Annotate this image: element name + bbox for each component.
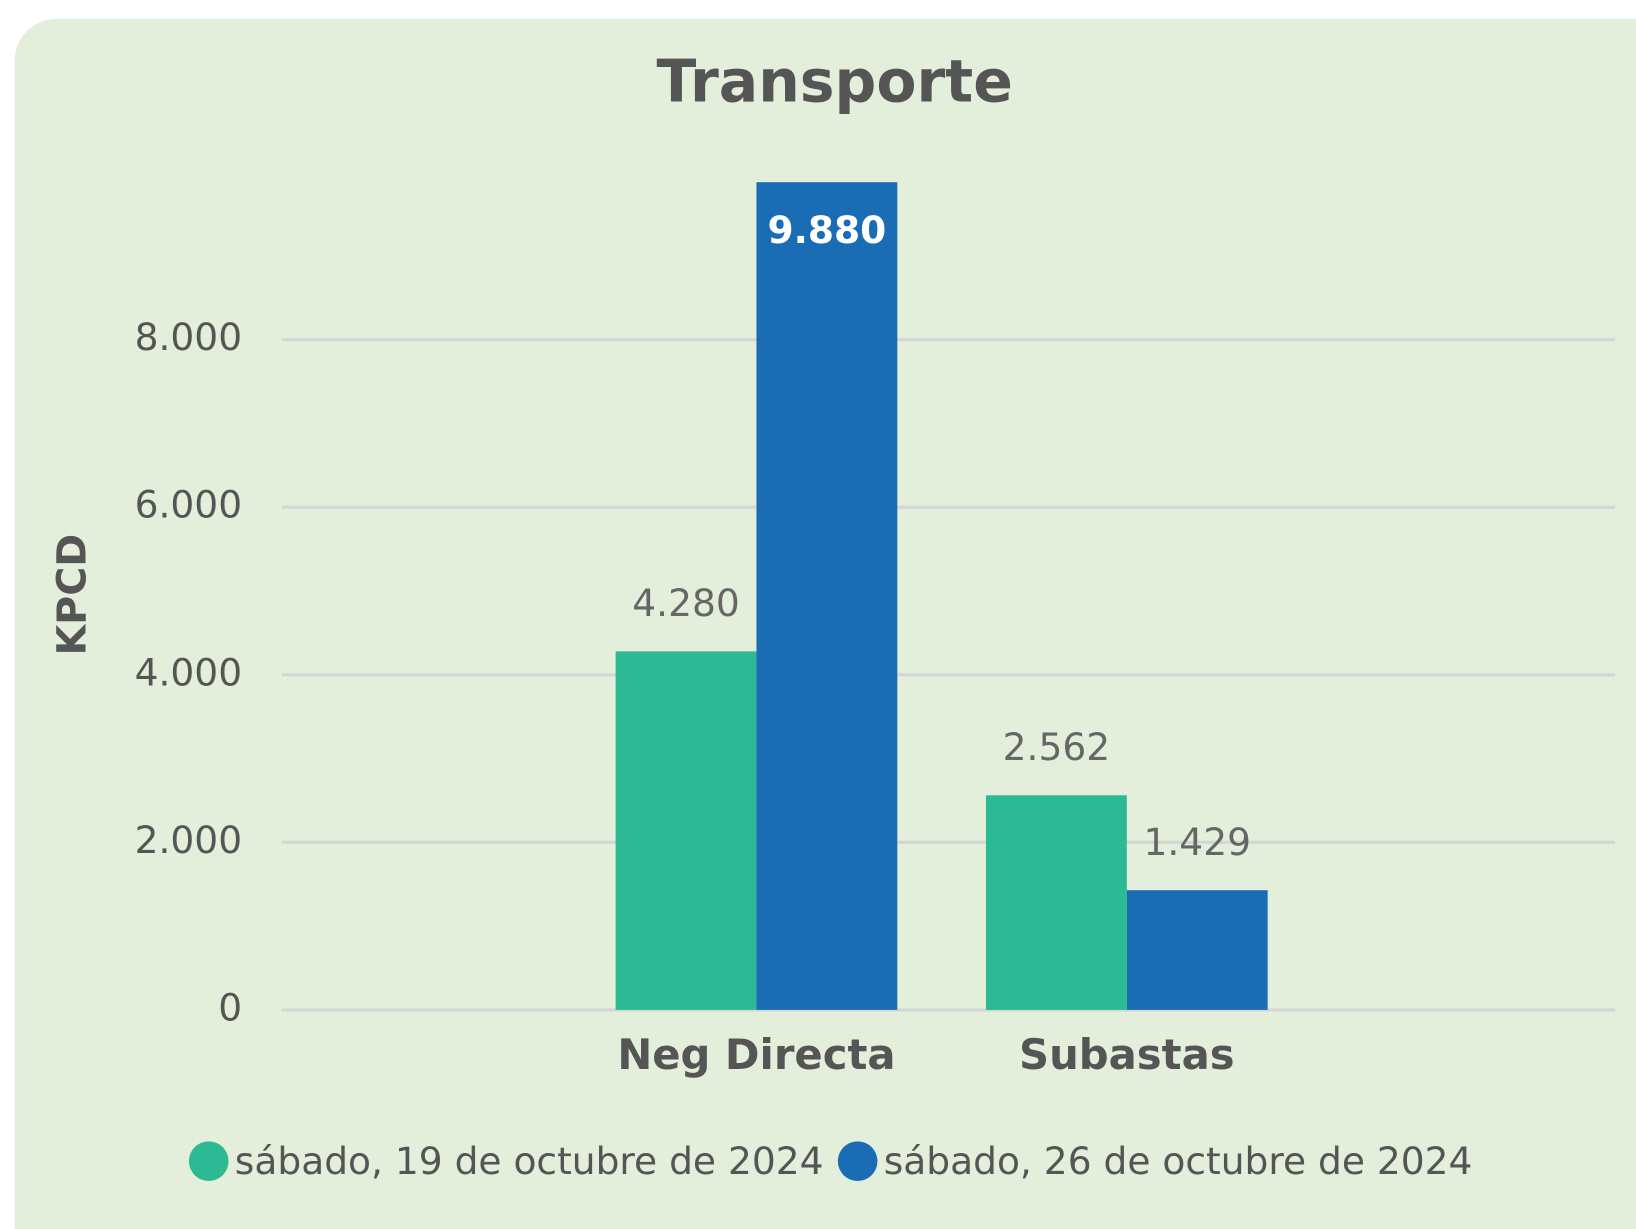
y-tick-label: 2.000 bbox=[135, 818, 242, 862]
data-label: 9.880 bbox=[767, 208, 886, 252]
y-tick-label: 6.000 bbox=[135, 483, 242, 527]
legend-marker bbox=[188, 1141, 229, 1182]
data-label: 2.562 bbox=[1003, 725, 1110, 769]
data-label: 4.280 bbox=[632, 581, 740, 625]
y-tick-label: 4.000 bbox=[135, 650, 242, 694]
x-tick-label: Subastas bbox=[1019, 1030, 1235, 1079]
legend-marker bbox=[837, 1141, 878, 1182]
legend-label: sábado, 26 de octubre de 2024 bbox=[884, 1139, 1473, 1183]
data-label: 1.429 bbox=[1143, 820, 1251, 864]
bar bbox=[1126, 890, 1268, 1010]
legend-label: sábado, 19 de octubre de 2024 bbox=[235, 1139, 824, 1183]
chart-title: Transporte bbox=[657, 48, 1013, 116]
bar bbox=[985, 795, 1127, 1010]
y-tick-label: 0 bbox=[218, 985, 242, 1029]
x-tick-label: Neg Directa bbox=[617, 1030, 895, 1079]
bar bbox=[756, 182, 898, 1010]
y-tick-label: 8.000 bbox=[135, 315, 242, 359]
y-axis-label: KPCD bbox=[50, 534, 96, 656]
bar bbox=[615, 651, 757, 1010]
